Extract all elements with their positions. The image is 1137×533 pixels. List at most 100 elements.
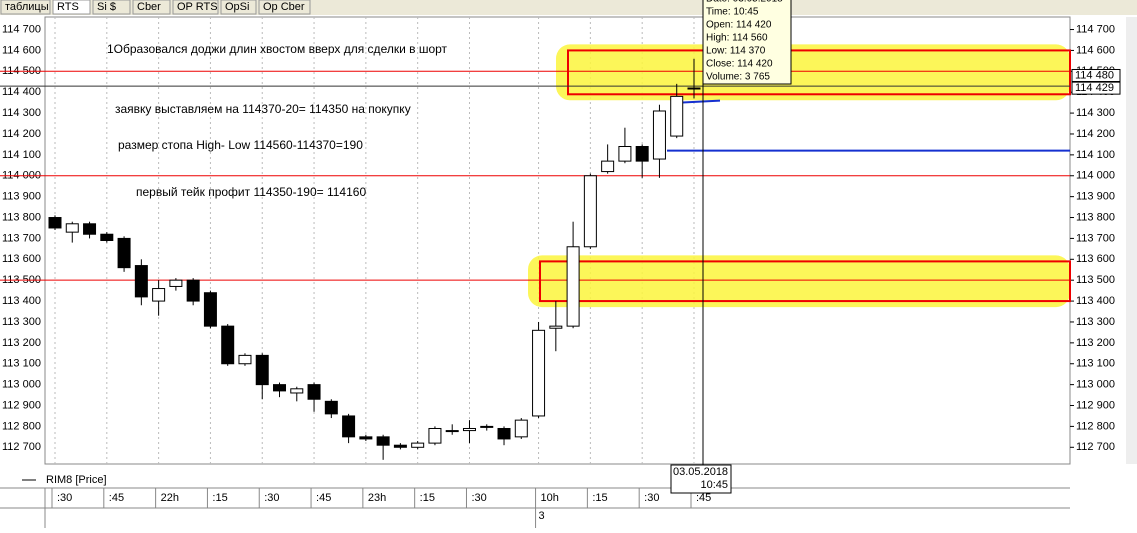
tooltip-line: Low: 114 370 — [706, 46, 766, 57]
legend-label: RIM8 [Price] — [46, 474, 107, 486]
candle-body — [324, 400, 338, 415]
highlight-zone — [556, 44, 1070, 101]
tab-label[interactable]: OP RTS — [177, 1, 218, 13]
candle-body — [445, 430, 459, 433]
x-tick-label: :30 — [644, 492, 659, 504]
x-tick-label: :45 — [696, 492, 711, 504]
y-tick-label-right: 113 100 — [1076, 358, 1115, 370]
y-tick-label: 113 400 — [2, 295, 41, 307]
price-marker-label: 114 429 — [1075, 82, 1114, 94]
x-tick-label: :30 — [471, 492, 486, 504]
date-label: 3 — [539, 510, 545, 522]
candle-body — [48, 217, 62, 229]
tab-label[interactable]: Op Cber — [263, 1, 305, 13]
candle-body — [307, 384, 321, 400]
y-tick-label: 113 900 — [2, 191, 41, 203]
y-tick-label-right: 113 500 — [1076, 274, 1115, 286]
y-tick-label: 113 200 — [2, 337, 41, 349]
x-tick-label: 10h — [541, 492, 559, 504]
candle-body — [83, 223, 97, 235]
y-tick-label-right: 112 800 — [1076, 420, 1115, 432]
x-tick-label: 23h — [368, 492, 386, 504]
x-tick-label: :15 — [592, 492, 607, 504]
crosshair-label: 10:45 — [700, 479, 728, 491]
candle-body — [652, 110, 666, 160]
y-tick-label: 114 400 — [2, 86, 41, 98]
tab[interactable] — [172, 0, 219, 15]
y-tick-label-right: 114 700 — [1076, 23, 1115, 35]
candle-body — [532, 329, 546, 417]
y-tick-label-right: 114 600 — [1076, 44, 1115, 56]
price-marker — [1071, 68, 1121, 82]
zone-frame — [539, 260, 1071, 303]
tab-label[interactable]: Si $ — [97, 1, 116, 13]
y-tick-label: 114 700 — [2, 23, 41, 35]
candle-body — [480, 425, 494, 428]
y-tick-label: 113 700 — [2, 232, 41, 244]
tab[interactable] — [92, 0, 131, 15]
tab[interactable] — [258, 0, 311, 15]
candle-body — [687, 87, 701, 90]
tooltip-line: Open: 114 420 — [706, 20, 772, 31]
y-tick-label-right: 113 700 — [1076, 232, 1115, 244]
y-tick-label-right: 113 400 — [1076, 295, 1115, 307]
tooltip-line: Time: 10:45 — [706, 7, 759, 18]
tab[interactable] — [52, 0, 91, 15]
candle-body — [549, 325, 563, 329]
y-tick-label: 114 600 — [2, 44, 41, 56]
annotation: 1Образовался доджи длин хвостом вверх дл… — [107, 42, 448, 56]
candle-body — [65, 223, 79, 233]
candle-body — [359, 436, 373, 440]
candle-body — [670, 95, 684, 137]
candle-body — [376, 436, 390, 446]
crosshair-box — [670, 464, 732, 494]
candle-body — [342, 415, 356, 438]
y-tick-label: 114 100 — [2, 149, 41, 161]
tab-label[interactable]: RTS — [57, 1, 79, 13]
plot-frame — [44, 16, 1071, 465]
x-tick-label: :45 — [316, 492, 331, 504]
annotation: заявку выставляем на 114370-20= 114350 н… — [115, 102, 411, 116]
candle-body — [203, 292, 217, 327]
candle-body — [169, 279, 183, 287]
tab[interactable] — [0, 0, 51, 15]
tab-label[interactable]: OpSi — [225, 1, 249, 13]
y-tick-label-right: 114 200 — [1076, 128, 1115, 140]
tab-bar — [0, 0, 1137, 15]
candle-body — [428, 427, 442, 444]
annotation: размер стопа High- Low 114560-114370=190 — [118, 138, 363, 152]
crosshair-label: 03.05.2018 — [673, 466, 728, 478]
tab-label[interactable]: Cber — [137, 1, 161, 13]
tab[interactable] — [220, 0, 257, 15]
tab-label[interactable]: таблицы — [5, 1, 49, 13]
y-tick-label-right: 114 100 — [1076, 149, 1115, 161]
y-tick-label-right: 112 900 — [1076, 399, 1115, 411]
candle-body — [497, 427, 511, 440]
x-tick-label: :30 — [57, 492, 72, 504]
y-tick-label: 113 600 — [2, 253, 41, 265]
y-tick-label-right: 113 000 — [1076, 379, 1115, 391]
candle-body — [134, 265, 148, 298]
candle-body — [635, 146, 649, 162]
candle-body — [462, 427, 476, 432]
y-tick-label: 112 700 — [2, 441, 41, 453]
candle-body — [100, 233, 114, 241]
y-tick-label: 112 900 — [2, 399, 41, 411]
zone-frame — [567, 49, 1071, 96]
candle-body — [152, 288, 166, 302]
y-tick-label-right: 113 200 — [1076, 337, 1115, 349]
price-marker — [1071, 81, 1121, 95]
x-tick-label: :30 — [264, 492, 279, 504]
x-tick-label: :15 — [212, 492, 227, 504]
y-tick-label-right: 114 300 — [1076, 107, 1115, 119]
tab[interactable] — [132, 0, 171, 15]
y-tick-label: 112 800 — [2, 420, 41, 432]
candle-body — [117, 237, 131, 269]
y-tick-label: 113 800 — [2, 211, 41, 223]
y-tick-label: 113 100 — [2, 358, 41, 370]
candle-body — [290, 388, 304, 394]
x-tick-label: :15 — [420, 492, 435, 504]
y-tick-label-right: 113 300 — [1076, 316, 1115, 328]
tooltip-line: Close: 114 420 — [706, 59, 773, 70]
price-marker-label: 114 480 — [1075, 69, 1114, 81]
